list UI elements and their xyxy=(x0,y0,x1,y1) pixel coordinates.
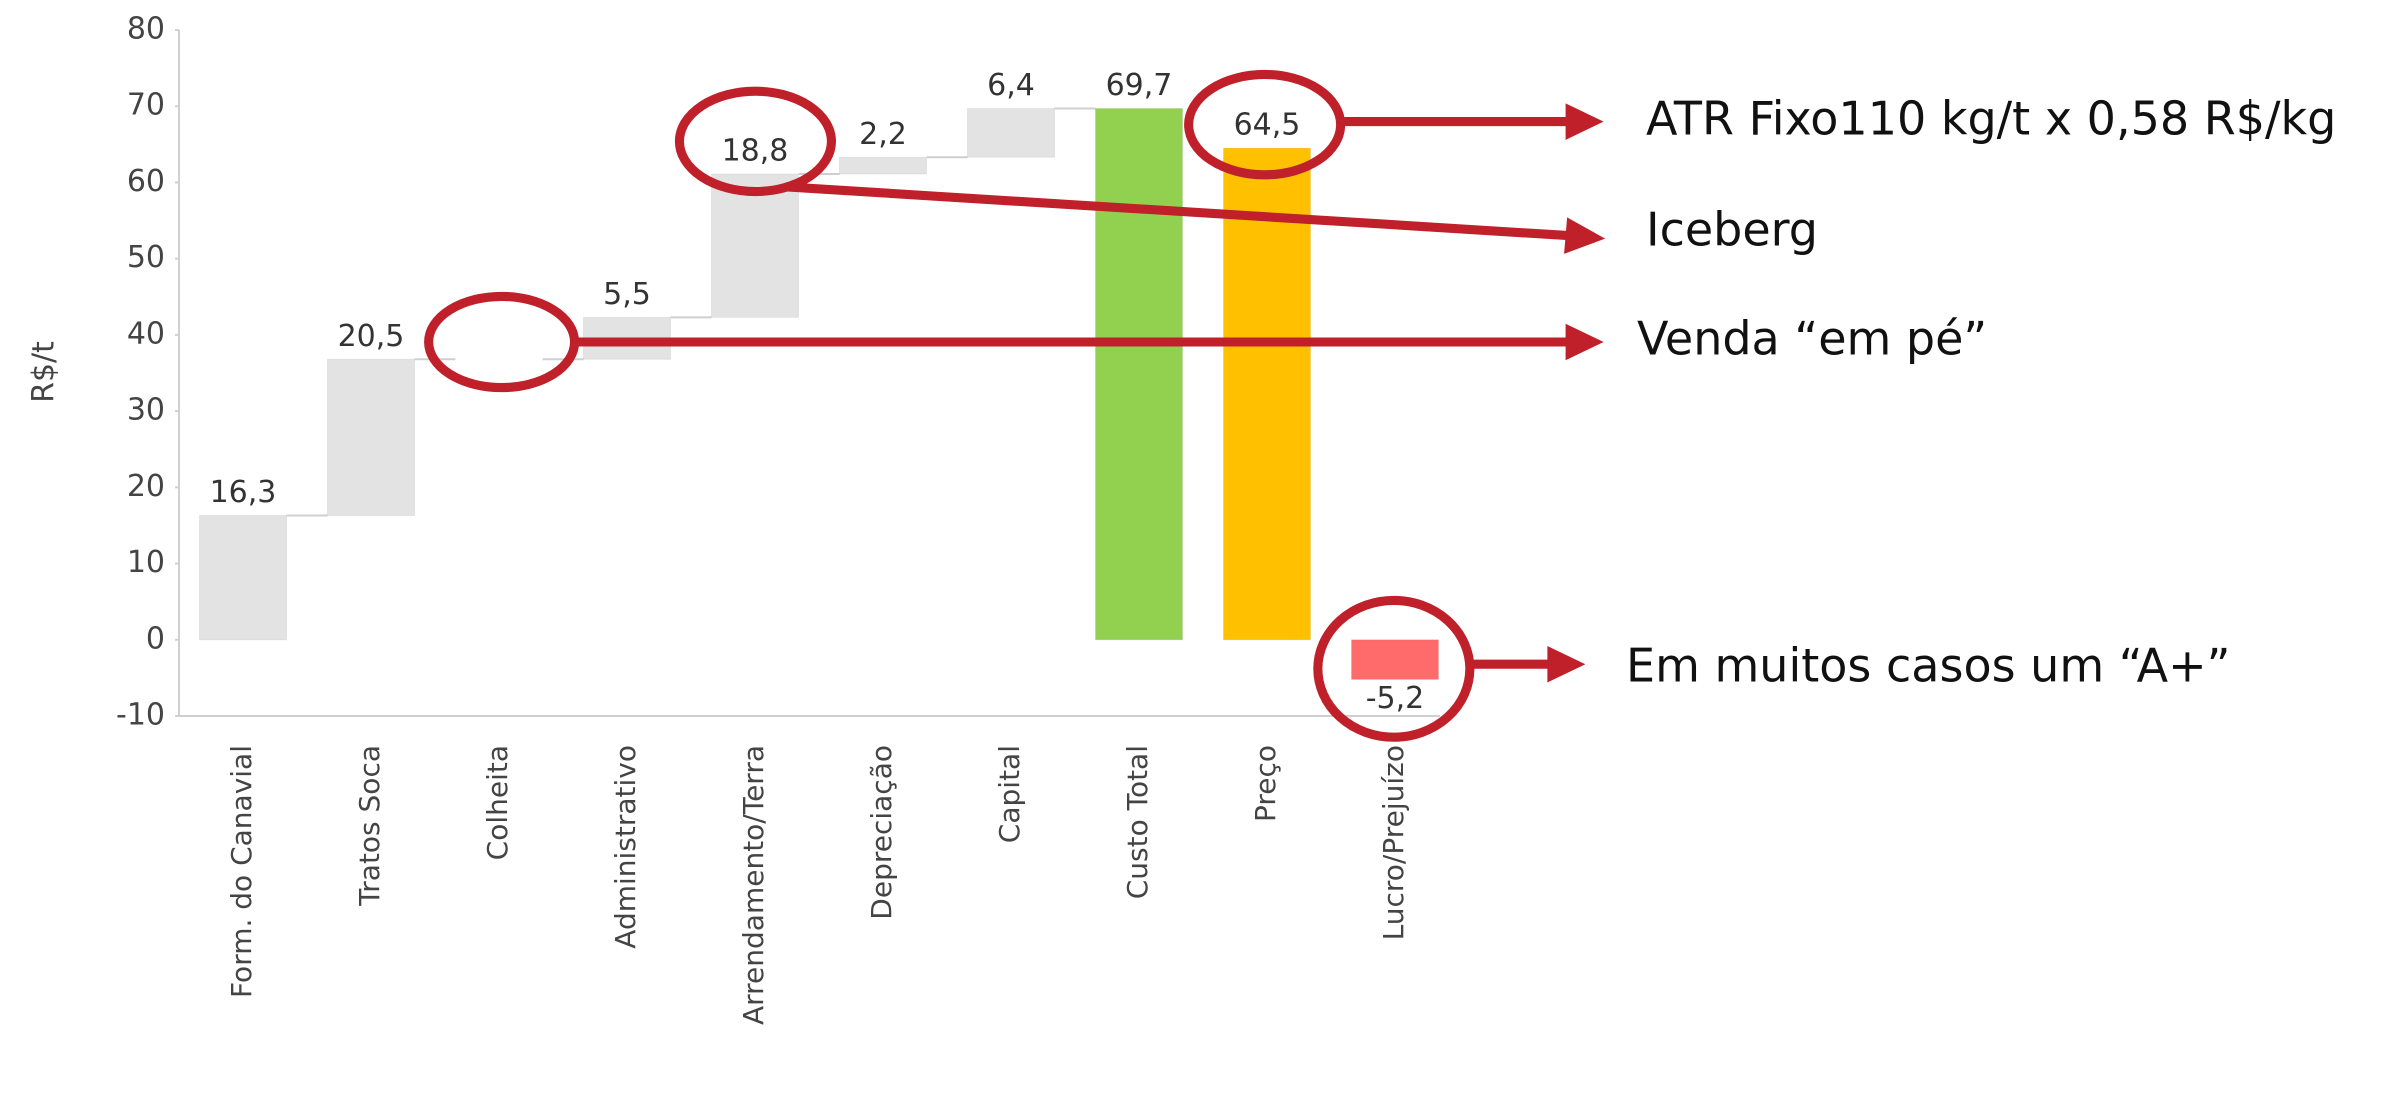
annotations: ATR Fixo110 kg/t x 0,58 R$/kg Iceberg Ve… xyxy=(424,69,2336,742)
value-label: 64,5 xyxy=(1234,108,1301,143)
value-label: 69,7 xyxy=(1106,68,1173,103)
y-tick-label: 50 xyxy=(127,240,165,275)
bar xyxy=(327,358,415,517)
bar xyxy=(967,108,1055,158)
callouts xyxy=(424,69,1606,742)
x-tick-label: Form. do Canavial xyxy=(225,745,258,998)
x-tick-label: Preço xyxy=(1249,745,1282,822)
bar xyxy=(839,156,927,175)
y-tick-label: 10 xyxy=(127,545,165,580)
bar xyxy=(1223,147,1311,641)
x-tick-label: Depreciação xyxy=(865,745,898,920)
bar xyxy=(711,173,799,318)
value-label: 2,2 xyxy=(859,117,907,152)
y-tick-label: 30 xyxy=(127,393,165,428)
arrow-head xyxy=(1565,103,1604,140)
y-tick-label: 70 xyxy=(127,88,165,123)
annotation: Em muitos casos um “A+” xyxy=(1626,639,2231,693)
value-label: 6,4 xyxy=(987,68,1035,103)
arrow-head xyxy=(1547,646,1586,683)
arrow xyxy=(787,182,1569,241)
callout-circle xyxy=(674,86,836,197)
y-tick-label: 40 xyxy=(127,316,165,351)
bar xyxy=(199,515,287,641)
callout-circle xyxy=(424,291,580,393)
annotation: Venda “em pé” xyxy=(1637,312,1987,366)
value-label: 5,5 xyxy=(603,277,651,312)
x-tick-label: Custo Total xyxy=(1121,745,1154,899)
value-label: 16,3 xyxy=(210,475,277,510)
y-tick-label: 0 xyxy=(146,621,165,656)
y-tick-label: 60 xyxy=(127,164,165,199)
x-tick-label: Colheita xyxy=(481,745,514,860)
x-tick-label: Administrativo xyxy=(609,745,642,949)
arrow-head xyxy=(1564,217,1606,254)
value-label: 18,8 xyxy=(722,134,789,169)
value-label: 20,5 xyxy=(338,319,405,354)
x-tick-label: Capital xyxy=(993,745,1026,843)
y-tick-label: 20 xyxy=(127,469,165,504)
x-tick-label: Tratos Soca xyxy=(353,745,386,907)
annotation: ATR Fixo110 kg/t x 0,58 R$/kg xyxy=(1646,92,2336,146)
bar xyxy=(1351,639,1439,680)
y-tick-label: -10 xyxy=(116,698,165,733)
x-tick-label: Arrendamento/Terra xyxy=(737,745,770,1025)
annotation: Iceberg xyxy=(1646,203,1818,257)
bar xyxy=(1095,108,1183,641)
x-tick-label: Lucro/Prejuízo xyxy=(1377,745,1410,940)
value-label: -5,2 xyxy=(1366,681,1425,716)
y-tick-label: 80 xyxy=(127,12,165,47)
arrow-head xyxy=(1565,323,1604,361)
y-axis-title: R$/t xyxy=(27,341,62,403)
